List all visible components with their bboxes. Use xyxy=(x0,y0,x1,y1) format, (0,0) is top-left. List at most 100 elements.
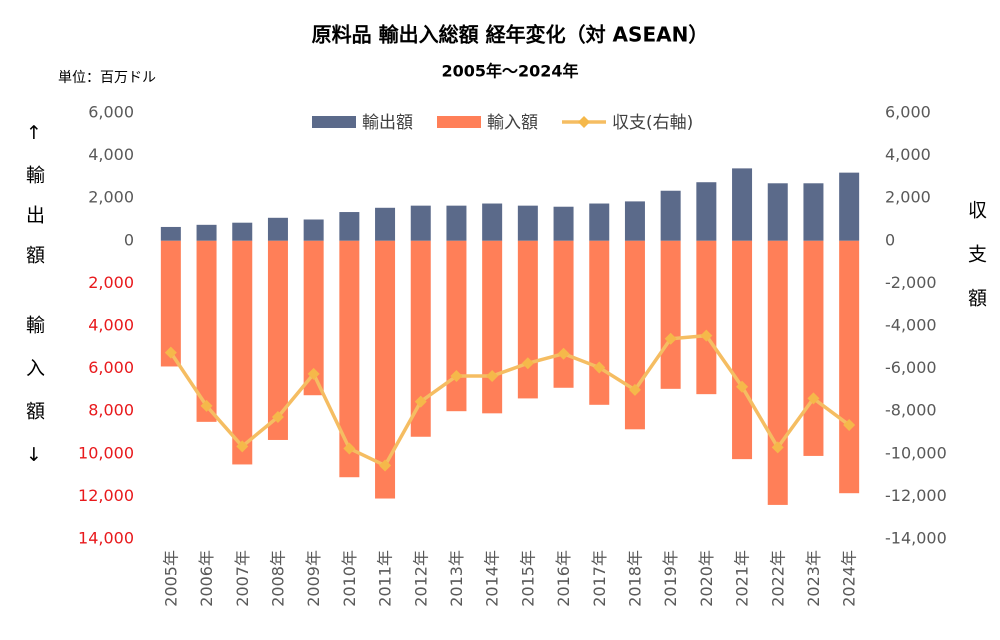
y-tick-label: 2,000 xyxy=(88,273,134,292)
y-tick-label: 6,000 xyxy=(88,103,134,122)
bar xyxy=(767,183,788,241)
bar xyxy=(660,240,681,389)
bar xyxy=(446,205,467,241)
marker xyxy=(700,329,713,342)
bar xyxy=(232,222,253,241)
x-tick-label: 2024年 xyxy=(840,550,859,607)
bar xyxy=(553,206,574,241)
marker xyxy=(236,440,249,453)
bar xyxy=(732,168,753,241)
bar xyxy=(696,240,717,395)
bar xyxy=(624,240,645,430)
marker xyxy=(771,441,784,454)
bar xyxy=(803,183,824,241)
marker xyxy=(379,459,392,472)
bar xyxy=(339,212,360,241)
marker xyxy=(486,370,499,383)
legend-label: 収支(右軸) xyxy=(612,113,693,133)
x-tick-label: 2020年 xyxy=(697,550,716,607)
bar xyxy=(267,240,288,440)
bar xyxy=(303,219,324,241)
bar xyxy=(339,240,360,478)
y2-tick-label: -12,000 xyxy=(885,486,947,505)
bar xyxy=(696,182,717,241)
x-tick-label: 2006年 xyxy=(197,550,216,607)
bar xyxy=(375,207,396,241)
bar xyxy=(660,190,681,241)
y-axis-label: ↑輸出額 xyxy=(23,122,45,285)
y-tick-label: 10,000 xyxy=(78,443,134,462)
y2-tick-label: -8,000 xyxy=(885,401,937,420)
bar xyxy=(482,203,503,241)
legend-swatch xyxy=(437,116,481,128)
marker xyxy=(736,380,749,393)
bar xyxy=(446,240,467,412)
marker xyxy=(414,395,427,408)
marker xyxy=(200,399,213,412)
bar xyxy=(624,201,645,241)
bar xyxy=(553,240,574,388)
marker xyxy=(164,346,177,359)
marker xyxy=(843,419,856,432)
x-tick-label: 2008年 xyxy=(268,550,287,607)
y2-tick-label: -2,000 xyxy=(885,273,937,292)
bar xyxy=(160,240,181,367)
y-tick-label: 4,000 xyxy=(88,316,134,335)
bar xyxy=(160,226,181,241)
x-tick-label: 2011年 xyxy=(376,550,395,607)
y-tick-label: 6,000 xyxy=(88,358,134,377)
bar xyxy=(517,205,538,241)
marker xyxy=(664,332,677,345)
marker xyxy=(593,361,606,374)
y2-tick-label: 2,000 xyxy=(885,188,931,207)
x-tick-label: 2021年 xyxy=(733,550,752,607)
x-tick-label: 2023年 xyxy=(804,550,823,607)
x-tick-label: 2013年 xyxy=(447,550,466,607)
marker xyxy=(807,392,820,405)
x-tick-label: 2017年 xyxy=(590,550,609,607)
y-axis-label: 輸入額↓ xyxy=(23,315,45,490)
bar xyxy=(803,240,824,456)
legend-swatch xyxy=(578,116,590,128)
x-tick-label: 2014年 xyxy=(483,550,502,607)
line xyxy=(169,333,851,468)
bar xyxy=(303,240,324,396)
bar xyxy=(375,240,396,499)
bar xyxy=(410,205,431,241)
y2-tick-label: -4,000 xyxy=(885,316,937,335)
y2-tick-label: -6,000 xyxy=(885,358,937,377)
bar xyxy=(732,240,753,460)
x-tick-label: 2022年 xyxy=(768,550,787,607)
legend-swatch xyxy=(312,116,356,128)
y2-tick-label: 6,000 xyxy=(885,103,931,122)
marker xyxy=(450,370,463,383)
y2-tick-label: 0 xyxy=(885,230,895,249)
marker xyxy=(343,442,356,455)
bar xyxy=(767,240,788,505)
y2-axis-label: 収支額 xyxy=(965,200,987,332)
bar xyxy=(839,240,860,494)
y2-tick-label: -10,000 xyxy=(885,443,947,462)
bar xyxy=(196,224,217,241)
x-tick-label: 2012年 xyxy=(411,550,430,607)
bar xyxy=(517,240,538,399)
bar xyxy=(839,172,860,241)
x-tick-label: 2005年 xyxy=(161,550,180,607)
marker xyxy=(307,367,320,380)
y2-tick-label: -14,000 xyxy=(885,529,947,548)
y-tick-label: 12,000 xyxy=(78,486,134,505)
y2-tick-label: 4,000 xyxy=(885,145,931,164)
marker xyxy=(271,410,284,423)
bar xyxy=(410,240,431,437)
bar xyxy=(267,217,288,241)
x-tick-label: 2019年 xyxy=(661,550,680,607)
marker xyxy=(557,347,570,360)
y-tick-label: 2,000 xyxy=(88,188,134,207)
bar xyxy=(196,240,217,422)
x-tick-label: 2007年 xyxy=(233,550,252,607)
marker xyxy=(521,357,534,370)
chart-title: 原料品 輸出入総額 経年変化（対 ASEAN） xyxy=(312,23,709,47)
y-tick-label: 8,000 xyxy=(88,401,134,420)
bar xyxy=(589,240,610,405)
